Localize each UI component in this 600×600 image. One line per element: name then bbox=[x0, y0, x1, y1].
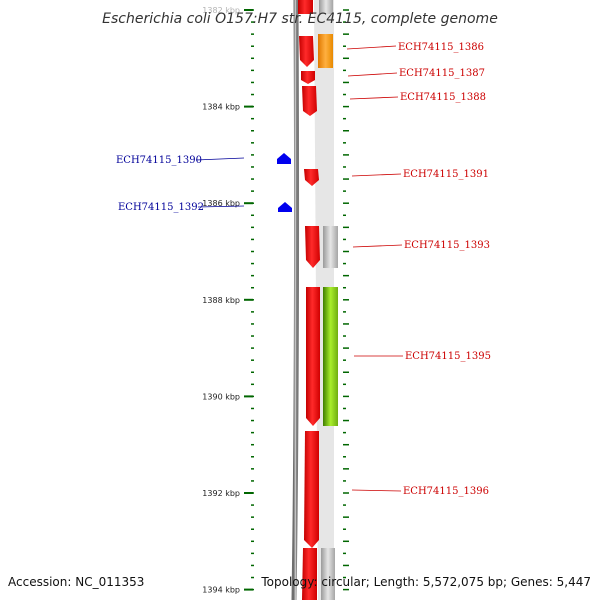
feature-block bbox=[319, 0, 333, 14]
forward-gene bbox=[305, 226, 320, 268]
axis-ticks: 1382 kbp 1384 kbp 1386 kbp 1388 kbp 1390 kbp… bbox=[202, 6, 253, 595]
gene-label-forward: ECH74115_1391 bbox=[403, 169, 489, 180]
gene-label-forward: ECH74115_1388 bbox=[400, 92, 486, 103]
tick-label: 1394 kbp bbox=[202, 586, 240, 595]
feature-track bbox=[318, 0, 338, 600]
forward-strand-genes bbox=[298, 0, 320, 600]
tick-label: 1392 kbp bbox=[202, 489, 240, 498]
gene-label-reverse: ECH74115_1390 bbox=[116, 155, 202, 166]
tick-label: 1384 kbp bbox=[202, 103, 240, 112]
genome-backbone bbox=[291, 0, 300, 600]
tick-label: 1388 kbp bbox=[202, 296, 240, 305]
label-connectors bbox=[195, 45, 403, 492]
gene-label-reverse: ECH74115_1392 bbox=[118, 202, 204, 213]
forward-gene bbox=[301, 71, 315, 84]
gene-label-forward: ECH74115_1393 bbox=[404, 240, 490, 251]
tick-label: 1390 kbp bbox=[202, 392, 240, 401]
feature-block bbox=[323, 226, 338, 268]
forward-gene-labels: ECH74115_1386 ECH74115_1387 ECH74115_138… bbox=[398, 42, 491, 497]
gene-label-forward: ECH74115_1386 bbox=[398, 42, 484, 53]
forward-gene bbox=[306, 287, 320, 426]
reverse-gene bbox=[278, 202, 292, 212]
reverse-gene bbox=[277, 153, 291, 164]
tick-label: 1382 kbp bbox=[202, 6, 240, 15]
feature-block bbox=[321, 548, 335, 600]
tick-label: 1386 kbp bbox=[202, 199, 240, 208]
forward-gene bbox=[298, 0, 313, 14]
reverse-gene-labels: ECH74115_1390 ECH74115_1392 bbox=[116, 155, 204, 213]
map-title: Escherichia coli O157:H7 str. EC4115, co… bbox=[102, 11, 498, 27]
forward-gene bbox=[302, 548, 317, 600]
feature-block bbox=[318, 34, 333, 68]
gene-label-forward: ECH74115_1387 bbox=[399, 68, 485, 79]
genome-summary-text: Topology: circular; Length: 5,572,075 bp… bbox=[260, 575, 591, 589]
accession-text: Accession: NC_011353 bbox=[8, 575, 144, 589]
forward-gene bbox=[304, 431, 319, 548]
gene-label-forward: ECH74115_1396 bbox=[403, 486, 489, 497]
gene-label-forward: ECH74115_1395 bbox=[405, 351, 491, 362]
forward-gene bbox=[299, 36, 314, 67]
forward-gene bbox=[302, 86, 317, 116]
minor-ticks bbox=[251, 9, 349, 591]
reverse-strand-genes bbox=[277, 153, 292, 212]
feature-block bbox=[323, 287, 338, 426]
forward-gene bbox=[304, 169, 319, 186]
